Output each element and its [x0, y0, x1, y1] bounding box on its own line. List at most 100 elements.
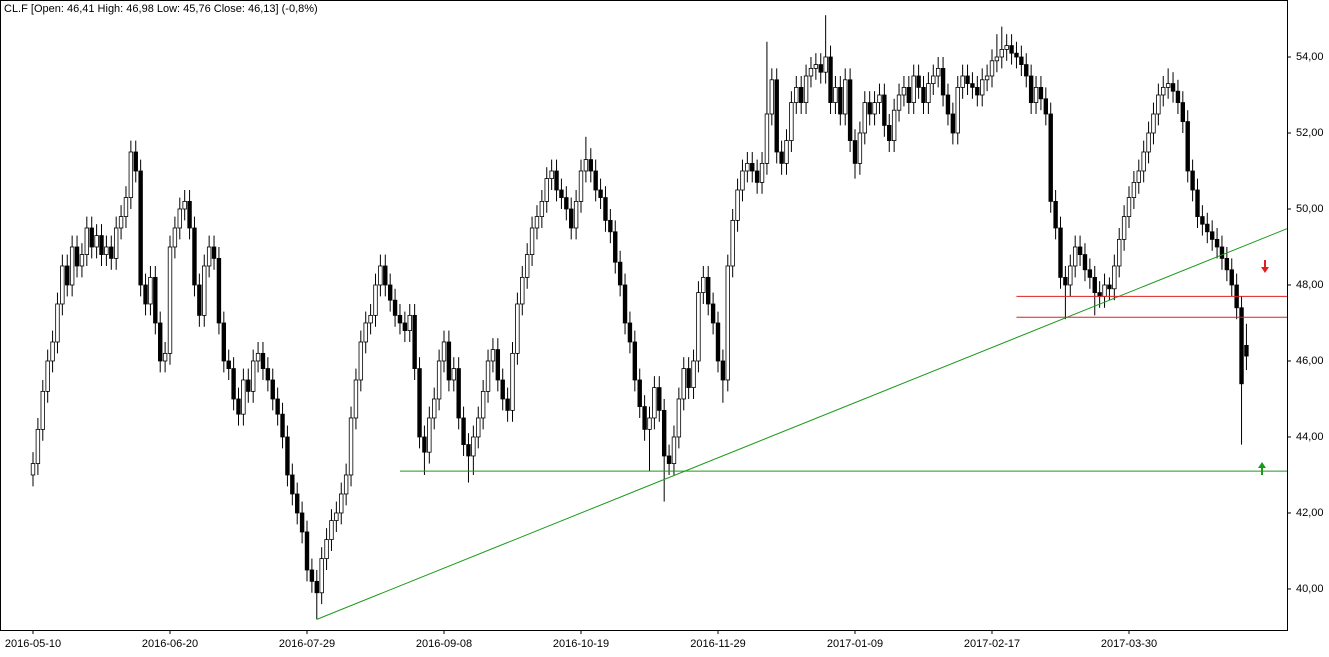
x-tick-label: 2017-01-09	[827, 638, 883, 650]
candle-body	[69, 246, 75, 286]
x-tick-label: 2016-06-20	[142, 638, 198, 650]
candle-body	[123, 197, 129, 217]
candle-body	[226, 360, 231, 369]
candle-body	[813, 64, 819, 69]
candle-body	[89, 227, 94, 248]
candle-body	[891, 109, 897, 141]
candle-body	[701, 276, 706, 293]
candle-body	[1019, 56, 1024, 65]
candle-body	[148, 276, 153, 305]
candle-body	[1136, 170, 1141, 183]
candle-body	[730, 219, 735, 267]
candle-body	[818, 64, 823, 73]
candle-body	[339, 493, 344, 514]
candle-body	[647, 417, 652, 430]
candle-body	[1219, 246, 1225, 259]
candle-body	[1244, 344, 1249, 357]
candle-body	[515, 303, 520, 354]
candle-body	[1224, 257, 1230, 271]
candle-body	[1004, 45, 1009, 50]
candle-body	[637, 379, 642, 407]
candle-body	[1195, 189, 1200, 217]
candle-body	[803, 75, 809, 103]
candle-body	[847, 79, 853, 141]
candle-body	[104, 246, 109, 255]
candle-body	[206, 246, 212, 267]
candle-body	[1043, 98, 1049, 115]
chart-title: CL.F [Open: 46,41 High: 46,98 Low: 45,76…	[4, 3, 318, 15]
candle-body	[1200, 216, 1205, 225]
candle-body	[524, 254, 530, 278]
candle-body	[246, 379, 251, 392]
candle-body	[1151, 113, 1156, 134]
candle-body	[754, 170, 760, 183]
candle-body	[275, 398, 280, 415]
candle-body	[402, 322, 408, 331]
candle-body	[759, 162, 765, 183]
candle-body	[549, 170, 554, 179]
candle-body	[113, 227, 119, 259]
candle-body	[1117, 238, 1122, 267]
x-tick-label: 2016-07-29	[279, 638, 335, 650]
candle-body	[172, 227, 178, 248]
candle-body	[852, 140, 858, 164]
candle-body	[45, 360, 50, 392]
sell-arrow	[1261, 260, 1269, 273]
candle-body	[789, 102, 794, 141]
x-tick-label: 2017-02-17	[964, 638, 1020, 650]
candle-body	[461, 417, 466, 445]
candle-body	[295, 493, 300, 514]
candle-body	[1072, 246, 1078, 267]
candle-body	[500, 379, 505, 400]
candle-body	[495, 349, 501, 381]
candle-body	[128, 151, 134, 198]
y-tick-label: 50,00	[1296, 203, 1324, 215]
candle-body	[676, 398, 682, 438]
candle-body	[299, 512, 305, 533]
candle-body	[794, 86, 799, 103]
candle-body	[378, 265, 383, 286]
candle-body	[387, 284, 393, 301]
y-tick-label: 48,00	[1296, 279, 1324, 291]
candle-body	[911, 75, 916, 103]
candle-body	[681, 368, 686, 400]
candle-body	[823, 56, 828, 73]
candle-body	[710, 303, 716, 324]
candle-body	[622, 284, 628, 324]
candle-body	[392, 299, 398, 316]
candle-body	[285, 436, 290, 476]
candle-body	[980, 79, 985, 96]
candle-body	[1214, 238, 1220, 248]
candle-body	[696, 292, 701, 362]
candle-body	[774, 79, 779, 153]
y-tick-label: 54,00	[1296, 51, 1324, 63]
candle-body	[843, 79, 848, 115]
candle-body	[192, 227, 197, 286]
candle-body	[60, 265, 65, 305]
candle-body	[30, 463, 36, 476]
candle-body	[143, 284, 148, 305]
candle-body	[642, 406, 647, 430]
candle-body	[109, 246, 114, 259]
candle-body	[1146, 132, 1151, 153]
candle-body	[373, 284, 378, 316]
candle-body	[838, 86, 843, 115]
candle-body	[872, 102, 877, 115]
candle-body	[896, 94, 902, 111]
candle-body	[202, 265, 207, 316]
y-tick-label: 52,00	[1296, 127, 1324, 139]
candle-body	[940, 67, 946, 96]
candle-body	[1209, 231, 1215, 240]
candle-body	[1028, 75, 1034, 103]
candle-body	[358, 341, 364, 381]
candle-body	[735, 189, 740, 221]
candle-body	[158, 322, 163, 362]
candle-body	[1102, 284, 1107, 297]
candle-body	[133, 151, 138, 172]
candle-body	[314, 580, 319, 594]
candle-body	[921, 86, 926, 103]
candle-body	[348, 417, 354, 476]
candle-body	[280, 413, 285, 438]
candle-body	[750, 162, 755, 172]
